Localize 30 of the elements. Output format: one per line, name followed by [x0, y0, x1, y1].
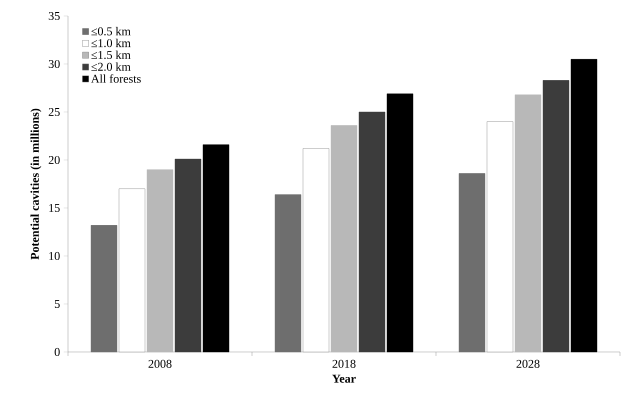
bar [514, 94, 542, 352]
y-tick-label: 5 [54, 300, 60, 308]
x-axis-title: Year [332, 374, 356, 383]
y-tick-label: 30 [48, 60, 60, 68]
bar [386, 94, 414, 352]
legend-label: ≤1.5 km [91, 50, 131, 60]
bar [146, 169, 174, 352]
legend-label: ≤0.5 km [91, 26, 131, 36]
legend-label: ≤1.0 km [91, 38, 131, 48]
bar [330, 125, 358, 352]
x-tick-label: 2018 [332, 360, 356, 368]
bar [202, 144, 230, 352]
bar [458, 173, 486, 352]
bar [542, 80, 570, 352]
x-tick-label: 2028 [516, 360, 540, 368]
bar [570, 58, 598, 352]
bar [274, 194, 302, 352]
x-tick-label: 2008 [148, 360, 172, 368]
bar [174, 158, 202, 352]
y-tick-label: 15 [49, 204, 60, 212]
bar [90, 225, 118, 352]
y-tick-label: 35 [48, 12, 60, 20]
legend-label: ≤2.0 km [91, 62, 131, 71]
y-tick-label: 25 [48, 108, 60, 116]
legend-label: All forests [91, 74, 141, 83]
y-tick-label: 0 [54, 348, 60, 356]
y-axis-title: Potential cavities (in millions) [30, 108, 42, 260]
y-tick-label: 20 [48, 156, 60, 164]
bar [358, 112, 386, 352]
y-tick-label: 10 [49, 252, 60, 260]
